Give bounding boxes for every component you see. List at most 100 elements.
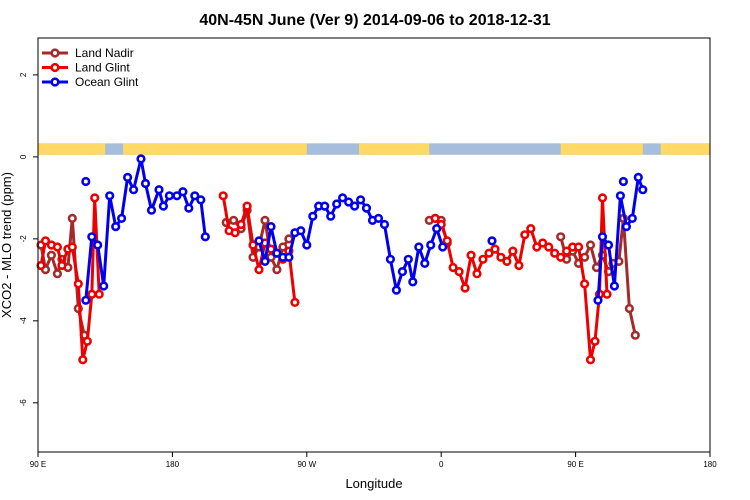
data-point (538, 238, 548, 248)
data-point (164, 191, 174, 201)
legend-item: Land Glint (42, 61, 130, 75)
chart-title: 40N-45N June (Ver 9) 2014-09-06 to 2018-… (199, 12, 550, 29)
data-point (585, 355, 596, 365)
series-layer (36, 154, 648, 365)
data-point (87, 289, 97, 299)
legend-label: Land Nadir (75, 46, 134, 60)
data-point (90, 193, 100, 203)
data-point (391, 285, 402, 295)
data-point (556, 252, 566, 262)
data-point (615, 191, 626, 201)
data-point (302, 240, 312, 250)
data-point (260, 215, 270, 225)
x-tick-label: 180 (166, 460, 180, 469)
data-point (520, 230, 530, 240)
y-tick-label: 2 (19, 72, 28, 77)
data-point (414, 242, 424, 252)
data-point (420, 258, 430, 269)
data-point (532, 242, 542, 252)
data-point (52, 269, 63, 279)
data-point (460, 283, 470, 293)
data-point (146, 205, 157, 215)
data-point (618, 176, 629, 187)
data-point (136, 154, 146, 164)
legend-item: Ocean Glint (42, 75, 139, 89)
data-point (260, 256, 270, 267)
data-point (638, 185, 648, 195)
data-point (573, 242, 584, 252)
data-point (87, 232, 97, 242)
data-point (609, 281, 620, 291)
data-point (122, 172, 133, 182)
data-point (236, 219, 246, 230)
plot-frame (37, 37, 711, 453)
data-point (105, 191, 115, 201)
data-point (624, 303, 635, 314)
data-point (597, 193, 608, 203)
data-point (603, 240, 614, 250)
x-tick-label: 90 E (567, 460, 583, 469)
data-point (67, 213, 77, 223)
data-point (338, 193, 348, 203)
data-point (621, 222, 632, 232)
x-axis: 90 E 180 90 W 0 90 E 180 (30, 452, 717, 469)
x-tick-label: 90 W (297, 460, 316, 469)
legend-swatch-marker (50, 48, 60, 58)
data-point (373, 213, 384, 223)
data-point (140, 178, 151, 189)
data-point (561, 246, 572, 256)
data-point (379, 219, 390, 230)
y-tick-label: -2 (19, 235, 28, 243)
data-point (308, 211, 318, 221)
data-point (40, 236, 51, 246)
data-point (454, 267, 464, 277)
data-point (196, 195, 206, 205)
data-point (94, 289, 104, 299)
data-point (129, 185, 139, 195)
land-strip-segment (123, 143, 307, 155)
data-point (154, 185, 164, 195)
data-point (484, 248, 494, 258)
data-point (81, 176, 91, 187)
data-point (248, 240, 258, 250)
data-point (426, 240, 436, 250)
data-point (350, 201, 360, 211)
data-point (356, 195, 366, 205)
data-point (284, 252, 294, 262)
data-point (585, 240, 596, 250)
data-point (111, 222, 121, 232)
data-point (73, 279, 83, 289)
y-tick-label: -4 (19, 317, 28, 325)
data-point (597, 232, 608, 242)
data-point (430, 213, 440, 223)
data-point (472, 269, 482, 279)
data-point (326, 211, 336, 221)
data-point (272, 248, 282, 258)
y-axis: 2 0 -2 -4 -6 (19, 72, 38, 406)
land-ocean-strip (38, 143, 710, 155)
data-point (633, 172, 643, 182)
data-point (172, 191, 182, 201)
data-point (502, 256, 512, 267)
data-point (590, 336, 600, 346)
data-point (242, 201, 252, 211)
data-point (81, 295, 91, 305)
land-strip-segment (560, 143, 643, 155)
data-point (296, 226, 306, 236)
data-point (218, 191, 228, 201)
data-point (200, 232, 210, 242)
data-point (67, 242, 77, 252)
data-point (602, 289, 612, 299)
x-tick-label: 180 (703, 460, 717, 469)
data-point (448, 262, 458, 273)
data-point (385, 254, 396, 264)
data-point (556, 232, 566, 242)
data-point (254, 236, 264, 246)
data-point (496, 252, 506, 262)
data-point (432, 224, 442, 234)
data-point (46, 250, 57, 260)
y-axis-label: XCO2 - MLO trend (ppm) (0, 172, 14, 318)
series-isolated-points (81, 176, 629, 187)
data-point (514, 260, 524, 271)
data-point (272, 265, 282, 275)
